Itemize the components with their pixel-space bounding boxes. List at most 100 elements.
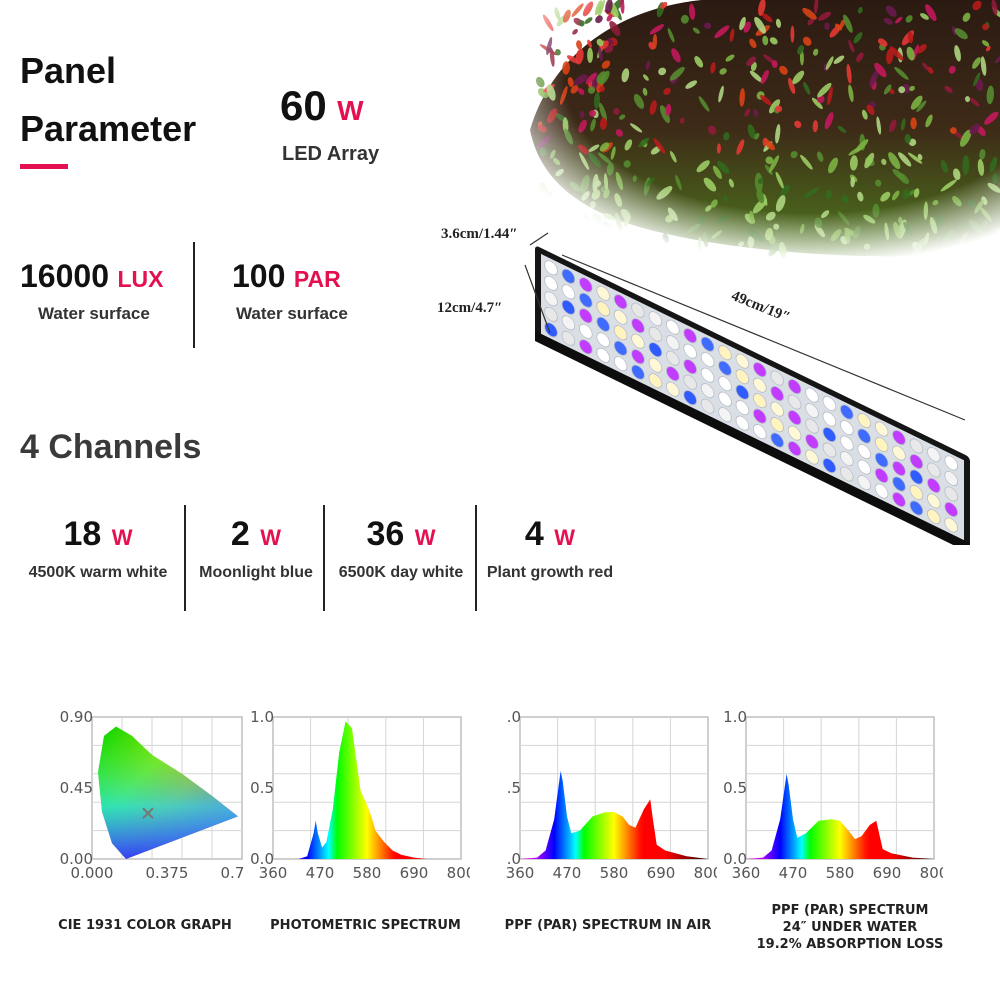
plant-leaf xyxy=(959,129,972,147)
plant-leaf xyxy=(653,138,666,154)
plant-leaf xyxy=(909,85,915,92)
plant-leaf xyxy=(624,139,633,151)
plant-leaf xyxy=(559,85,568,105)
plant-leaf xyxy=(989,156,998,173)
plant-leaf xyxy=(665,103,672,116)
plant-leaf xyxy=(800,154,813,170)
channel-day-white: 36 W 6500K day white xyxy=(328,515,474,582)
plant-leaf xyxy=(729,28,735,42)
plant-leaf xyxy=(812,120,818,133)
led-dot xyxy=(926,477,941,494)
led-dot xyxy=(666,350,680,366)
led-dot xyxy=(944,470,959,487)
plant-leaf xyxy=(599,117,608,130)
channel-unit: W xyxy=(554,525,576,550)
channel-label: 6500K day white xyxy=(338,564,464,581)
plant-leaf xyxy=(656,186,673,200)
plant-leaf xyxy=(578,144,590,155)
plant-leaf xyxy=(913,188,920,198)
plant-leaf xyxy=(660,1,668,9)
led-dot xyxy=(822,411,837,427)
plant-leaf xyxy=(710,199,718,208)
plant-leaf xyxy=(718,85,724,103)
plant-leaf xyxy=(818,11,832,21)
plant-leaf xyxy=(537,124,547,133)
plant-leaf xyxy=(969,97,980,107)
plant-leaf xyxy=(552,157,561,166)
plant-leaf xyxy=(577,87,585,95)
plant-leaf xyxy=(694,56,704,68)
x-tick-label: 360 xyxy=(259,864,288,882)
plant-leaf xyxy=(898,152,912,167)
plant-leaf xyxy=(830,229,842,242)
lux-unit: LUX xyxy=(117,266,164,292)
plant-leaf xyxy=(658,67,667,76)
plant-leaf xyxy=(883,84,892,95)
plant-leaf xyxy=(609,21,621,36)
led-dot xyxy=(822,458,837,474)
plant-leaf xyxy=(680,14,689,24)
plant-leaf xyxy=(869,70,879,87)
plant-leaf xyxy=(885,5,897,17)
plant-leaf xyxy=(717,161,730,174)
plant-leaf xyxy=(702,231,709,248)
led-dot xyxy=(683,359,698,375)
plant-leaf xyxy=(843,14,853,33)
led-dot xyxy=(892,429,906,446)
plant-leaf xyxy=(813,48,819,56)
plant-leaf xyxy=(953,130,964,140)
plant-leaf xyxy=(981,40,990,47)
plant-leaf xyxy=(728,178,734,188)
plant-leaf xyxy=(554,7,561,21)
plant-leaf xyxy=(555,48,561,56)
led-dot xyxy=(805,418,819,434)
led-dot xyxy=(683,343,698,359)
plant-leaf xyxy=(900,118,906,131)
plant-leaf xyxy=(861,109,868,120)
plant-leaf xyxy=(940,160,949,174)
plant-leaf xyxy=(711,230,723,239)
plant-leaf xyxy=(913,238,926,255)
photometric-chart-svg: 360 470 580 690 800 0.0 0.5 1.0 xyxy=(250,708,475,882)
plant-leaf xyxy=(881,158,887,165)
plant-leaf xyxy=(723,195,729,202)
plant-leaf xyxy=(857,191,864,202)
led-dot xyxy=(613,325,628,341)
panel-title-line2: Parameter xyxy=(20,108,197,149)
led-dot xyxy=(700,336,715,352)
plant-leaf xyxy=(692,27,700,34)
channel-label: Plant growth red xyxy=(486,564,614,581)
plant-leaf xyxy=(857,7,863,14)
plant-leaf xyxy=(615,212,623,232)
ppf-air-chart: 360 470 580 690 800 .0 .5 .0 xyxy=(492,705,723,905)
plant-leaf xyxy=(807,18,815,26)
plant-leaf xyxy=(986,85,995,105)
plant-leaf xyxy=(953,168,961,181)
spectrum-area xyxy=(746,773,934,859)
plant-leaf xyxy=(925,114,933,128)
photometric-chart-title: PHOTOMETRIC SPECTRUM xyxy=(270,918,461,933)
plant-leaf xyxy=(788,77,796,94)
led-dot xyxy=(839,420,854,436)
channel-value: 2 xyxy=(230,515,250,553)
spectrum-area xyxy=(520,771,708,859)
plant-leaf xyxy=(980,207,992,222)
led-dot xyxy=(578,292,593,308)
x-tick-label: 580 xyxy=(353,864,382,882)
plant-leaf xyxy=(775,171,784,189)
plant-leaf xyxy=(765,211,776,221)
led-dot xyxy=(857,474,872,491)
led-dot xyxy=(666,366,680,382)
plant-leaf xyxy=(884,222,890,241)
plant-leaf xyxy=(856,52,864,63)
plant-leaf xyxy=(602,221,614,235)
y-tick-label: 0.5 xyxy=(723,779,747,797)
plant-leaf xyxy=(820,210,830,219)
led-dot xyxy=(770,417,785,433)
plant-leaf xyxy=(977,159,985,176)
plant-leaf xyxy=(623,160,631,168)
plant-leaf xyxy=(593,92,600,109)
led-dot xyxy=(578,277,593,293)
plant-leaf xyxy=(649,100,657,115)
plant-leaf xyxy=(760,69,769,84)
